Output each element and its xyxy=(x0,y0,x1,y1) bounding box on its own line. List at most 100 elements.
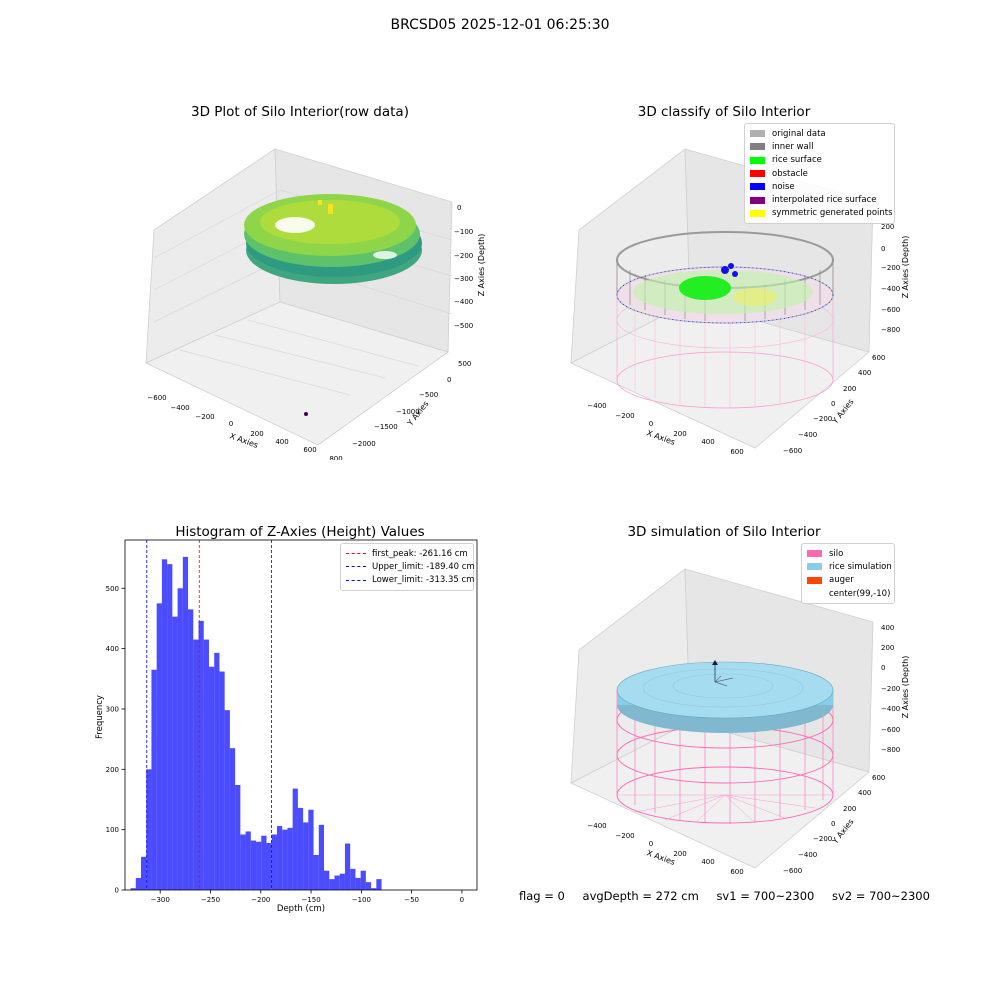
legend-item-silo: silo xyxy=(807,547,889,560)
simulation-y-tick: −400 xyxy=(798,851,817,859)
classify-y-tick: 200 xyxy=(843,385,856,393)
legend-item-noise: noise xyxy=(750,180,889,193)
legend-label: first_peak: -261.16 cm xyxy=(372,548,468,559)
raw-z-tick: −400 xyxy=(454,298,473,306)
histogram-bar xyxy=(324,870,330,890)
simulation-x-tick: 600 xyxy=(730,868,743,876)
raw-y-tick: 500 xyxy=(458,360,471,368)
simulation-legend: silo rice simulation auger center(99,-10… xyxy=(801,543,895,605)
histogram-bar xyxy=(235,785,241,890)
raw-z-axis-label: Z Axies (Depth) xyxy=(477,234,486,297)
raw-z-tick: 0 xyxy=(457,204,461,212)
legend-line xyxy=(346,566,366,568)
simulation-x-tick: −400 xyxy=(587,822,606,830)
raw-panes xyxy=(145,148,453,446)
histogram-bar xyxy=(214,652,220,890)
histogram-bar xyxy=(151,669,157,890)
legend-swatch xyxy=(807,576,822,584)
simulation-z-tick: 0 xyxy=(881,664,885,672)
histogram-bar xyxy=(360,870,366,890)
histogram-bar xyxy=(355,877,361,890)
classify-x-tick: 200 xyxy=(673,430,686,438)
legend-swatch xyxy=(750,156,765,164)
simulation-y-tick: −600 xyxy=(783,867,802,875)
simulation-y-tick: −200 xyxy=(813,835,832,843)
status-flag: flag = 0 xyxy=(519,889,565,903)
histogram-bar xyxy=(329,879,335,890)
histogram-bar xyxy=(271,834,277,890)
simulation-z-axis-label: Z Axies (Depth) xyxy=(901,656,910,719)
histogram-reference-lines xyxy=(146,540,272,890)
raw-y-tick: 0 xyxy=(447,376,451,384)
histogram-bar xyxy=(229,748,236,890)
classify-x-tick: −200 xyxy=(615,412,634,420)
histogram-bar xyxy=(198,620,204,890)
legend-label: center(99,-10) xyxy=(829,588,891,599)
legend-item-auger: auger xyxy=(807,574,889,587)
simulation-z-tick: −800 xyxy=(881,746,900,754)
raw-z-tick: −300 xyxy=(454,275,473,283)
histogram-x-tick-label: −250 xyxy=(201,896,220,904)
raw-z-tick: −200 xyxy=(454,252,473,260)
legend-label: noise xyxy=(772,181,795,192)
histogram-bar xyxy=(303,822,309,890)
classify-y-tick: 400 xyxy=(858,369,871,377)
raw-x-tick: −600 xyxy=(147,394,166,402)
histogram-bar xyxy=(261,835,267,890)
status-avg-depth: avgDepth = 272 cm xyxy=(582,889,699,903)
legend-item-upper-limit: Upper_limit: -189.40 cm xyxy=(346,560,475,573)
legend-label: symmetric generated points xyxy=(772,208,893,219)
histogram-bar xyxy=(339,873,345,890)
histogram-bar xyxy=(376,879,382,890)
classify-y-tick: −400 xyxy=(798,431,817,439)
simulation-x-tick: 400 xyxy=(701,858,714,866)
histogram-bar xyxy=(203,639,209,890)
raw-gridline xyxy=(179,349,351,396)
simulation-auger xyxy=(712,660,734,687)
simulation-z-tick: 200 xyxy=(881,644,894,652)
histogram-x-tick-label: −200 xyxy=(251,896,270,904)
legend-label: auger xyxy=(829,575,854,586)
classify-z-tick: −400 xyxy=(881,285,900,293)
legend-swatch xyxy=(750,183,765,191)
histogram-bar xyxy=(245,831,251,890)
raw-x-tick: 200 xyxy=(250,430,263,438)
simulation-y-tick: 600 xyxy=(872,774,885,782)
histogram-bar xyxy=(140,856,147,890)
status-sv1: sv1 = 700~2300 xyxy=(716,889,815,903)
legend-label: original data xyxy=(772,128,826,139)
classify-y-tick: 0 xyxy=(831,400,835,408)
classify-z-tick: −200 xyxy=(881,264,900,272)
status-sv2: sv2 = 700~2300 xyxy=(832,889,930,903)
histogram-bar xyxy=(256,841,262,890)
legend-line xyxy=(346,579,366,581)
raw-z-tick: −500 xyxy=(454,322,473,330)
histogram-bar xyxy=(156,603,162,890)
legend-swatch xyxy=(807,550,822,558)
classify-y-tick: −600 xyxy=(783,447,802,455)
legend-item-rice-surface: rice surface xyxy=(750,154,889,167)
raw-3d-plot: −600 −400 −200 0 200 400 600 800 X Axies… xyxy=(145,148,486,460)
simulation-z-tick: −200 xyxy=(881,685,900,693)
legend-item-rice-simulation: rice simulation xyxy=(807,560,892,573)
simulation-z-tick: −400 xyxy=(881,705,900,713)
raw-point-cloud xyxy=(244,194,422,416)
histogram-bar xyxy=(135,877,141,890)
classify-z-axis-label: Z Axies (Depth) xyxy=(901,236,910,299)
histogram-bar xyxy=(371,888,377,890)
classify-x-axis-label: X Axies xyxy=(645,428,676,447)
histogram-y-axis-label: Frequency xyxy=(95,695,105,739)
classify-z-tick: 200 xyxy=(881,223,894,231)
legend-swatch xyxy=(750,209,765,217)
legend-label: obstacle xyxy=(772,168,808,179)
histogram-bar xyxy=(250,840,257,890)
histogram-bar xyxy=(344,843,351,890)
simulation-y-tick: 200 xyxy=(843,805,856,813)
classify-x-tick: 0 xyxy=(649,420,653,428)
legend-item-inner-wall: inner wall xyxy=(750,140,889,153)
histogram-y-tick-label: 0 xyxy=(115,887,119,895)
histogram-y-tick-label: 200 xyxy=(106,766,119,774)
simulation-rice-surface xyxy=(616,661,834,733)
classify-plot-title: 3D classify of Silo Interior xyxy=(637,104,811,120)
histogram-bar xyxy=(161,559,168,890)
